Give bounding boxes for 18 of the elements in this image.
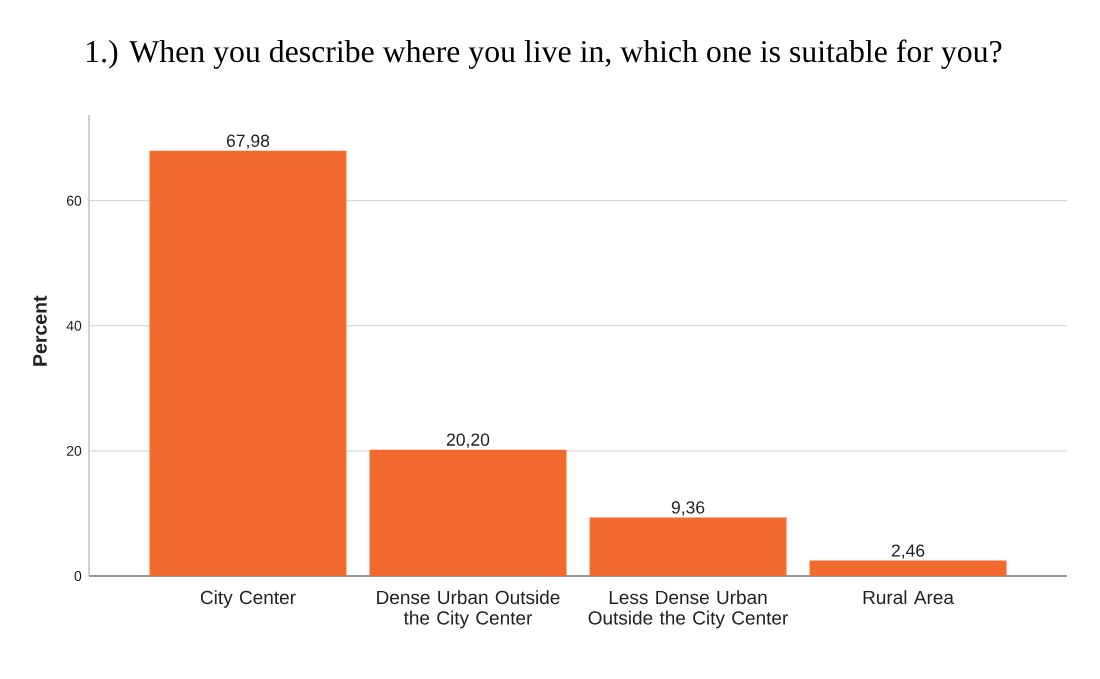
data-label: 9,36 xyxy=(671,501,705,516)
x-tick-label: Less Dense Urban Outside the City Center xyxy=(588,590,788,629)
bar xyxy=(809,560,1007,576)
y-tick-label: 20 xyxy=(66,445,82,456)
bar xyxy=(369,449,567,576)
bar xyxy=(589,517,787,576)
x-tick-label: Dense Urban Outside the City Center xyxy=(377,590,560,629)
data-label: 20,20 xyxy=(446,433,490,448)
data-label: 2,46 xyxy=(891,544,925,559)
x-tick-label: Rural Area xyxy=(863,590,954,605)
x-tick-label: City Center xyxy=(200,590,296,608)
chart-title: 1.) When you describe where you live in, which one is suitable for you? xyxy=(87,39,1002,69)
y-tick-label: 40 xyxy=(66,320,82,331)
y-tick-label: 0 xyxy=(74,571,82,581)
y-axis-title: Percent xyxy=(33,295,47,366)
data-label: 67,98 xyxy=(226,134,270,150)
y-tick-label: 60 xyxy=(66,195,82,206)
bar xyxy=(149,150,347,576)
